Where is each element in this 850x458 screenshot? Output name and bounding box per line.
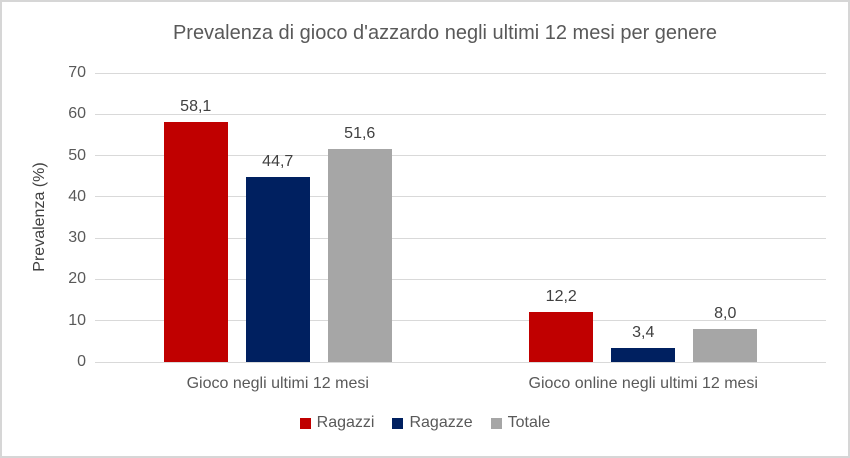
- legend-label-ragazze: Ragazze: [409, 414, 473, 431]
- bar-value-label-ragazze-cat0: 44,7: [262, 153, 294, 171]
- gridline-30: [95, 237, 826, 239]
- legend-swatch-ragazze: [392, 417, 404, 429]
- y-tick-label-10: 10: [68, 311, 86, 329]
- gridline-10: [95, 320, 826, 322]
- y-tick-label-70: 70: [68, 64, 86, 81]
- x-category-label-0: Gioco negli ultimi 12 mesi: [186, 375, 369, 392]
- bar-totale-cat0: [327, 148, 392, 362]
- gridline-50: [95, 155, 826, 157]
- gridline-20: [95, 278, 826, 280]
- legend: Ragazzi Ragazze Totale: [0, 414, 850, 432]
- bar-ragazze-cat1: [611, 347, 676, 362]
- bar-ragazze-cat0: [245, 177, 310, 362]
- gridline-0: [95, 361, 826, 363]
- x-category-label-1: Gioco online negli ultimi 12 mesi: [528, 375, 758, 392]
- legend-item-ragazze: Ragazze: [392, 414, 473, 432]
- bar-value-label-ragazzi-cat0: 58,1: [180, 98, 212, 116]
- bar-value-label-totale-cat0: 51,6: [344, 124, 376, 142]
- legend-label-totale: Totale: [507, 414, 551, 431]
- legend-label-ragazzi: Ragazzi: [316, 414, 375, 431]
- chart-title: Prevalenza di gioco d'azzardo negli ulti…: [172, 22, 718, 44]
- bar-totale-cat1: [693, 328, 758, 362]
- legend-item-ragazzi: Ragazzi: [299, 414, 375, 432]
- y-tick-label-50: 50: [68, 146, 86, 164]
- bar-ragazzi-cat1: [529, 311, 594, 362]
- bar-value-label-totale-cat1: 8,0: [714, 304, 737, 322]
- legend-swatch-ragazzi: [299, 417, 311, 429]
- y-tick-label-30: 30: [68, 229, 86, 247]
- bar-ragazzi-cat0: [163, 122, 228, 362]
- legend-item-totale: Totale: [490, 414, 551, 432]
- gridline-70: [95, 72, 826, 74]
- y-tick-label-60: 60: [68, 105, 86, 123]
- bar-value-label-ragazzi-cat1: 12,2: [545, 287, 577, 305]
- gridline-40: [95, 196, 826, 198]
- y-tick-label-40: 40: [68, 187, 86, 205]
- bar-value-label-ragazze-cat1: 3,4: [632, 323, 655, 341]
- y-tick-label-20: 20: [68, 270, 86, 288]
- gridline-60: [95, 113, 826, 115]
- legend-swatch-totale: [490, 417, 502, 429]
- y-tick-label-0: 0: [77, 353, 86, 370]
